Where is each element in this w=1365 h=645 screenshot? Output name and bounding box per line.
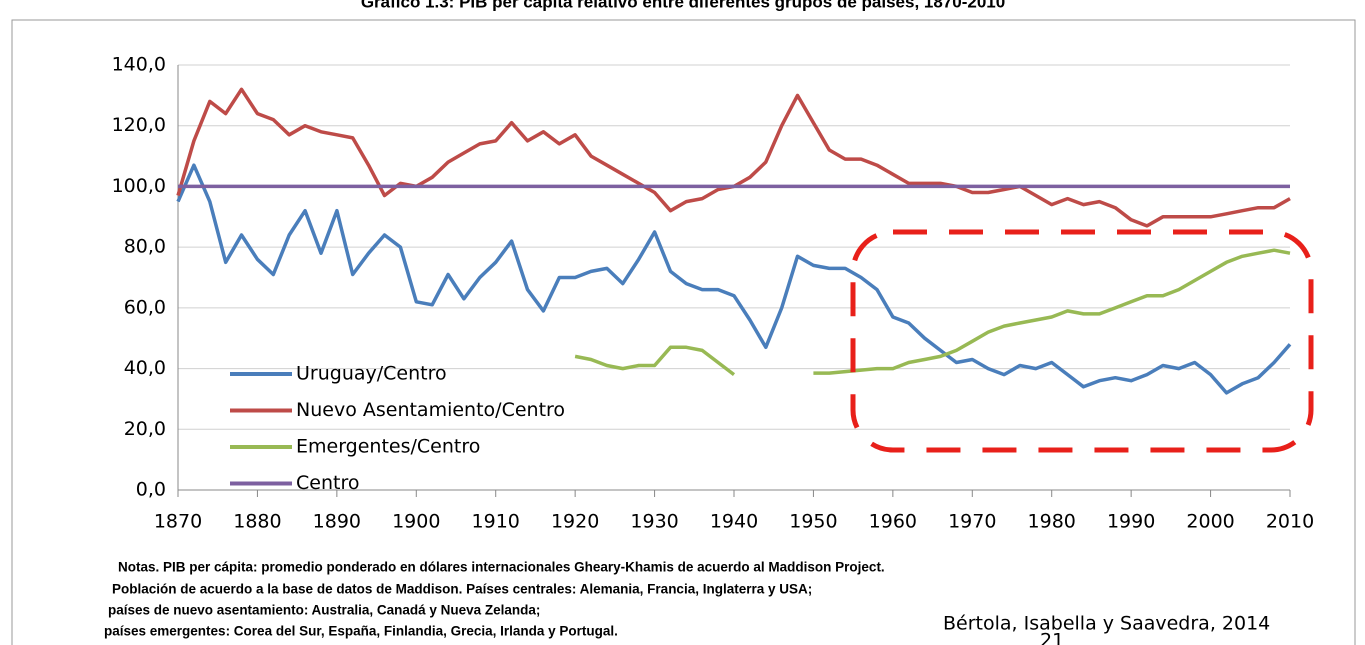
series-line bbox=[176, 163, 1292, 395]
x-tick-label: 1870 bbox=[154, 511, 202, 533]
x-tick-label: 1900 bbox=[392, 511, 440, 533]
x-tick-label: 1940 bbox=[710, 511, 758, 533]
y-tick-label: 0,0 bbox=[136, 479, 166, 501]
note-line: países de nuevo asentamiento: Australia,… bbox=[108, 603, 540, 618]
x-tick-label: 1960 bbox=[869, 511, 917, 533]
x-tick-label: 1970 bbox=[948, 511, 996, 533]
x-tick-label: 1950 bbox=[789, 511, 837, 533]
series-line bbox=[574, 248, 1291, 376]
x-tick-label: 1990 bbox=[1107, 511, 1155, 533]
x-tick-label: 1890 bbox=[313, 511, 361, 533]
note-line: Notas. PIB per cápita: promedio ponderad… bbox=[118, 560, 885, 575]
source: Bértola, Isabella y Saavedra, 2014 bbox=[943, 613, 1270, 635]
chart-title: Gráfico 1.3: PIB per cápita relativo ent… bbox=[361, 0, 1005, 11]
y-tick-label: 120,0 bbox=[112, 114, 166, 136]
y-tick-label: 100,0 bbox=[112, 175, 166, 197]
y-tick-label: 140,0 bbox=[112, 54, 166, 76]
note-line: países emergentes: Corea del Sur, España… bbox=[104, 624, 618, 639]
y-tick-label: 80,0 bbox=[124, 236, 166, 258]
note-line: Población de acuerdo a la base de datos … bbox=[112, 582, 812, 597]
y-tick-label: 20,0 bbox=[124, 418, 166, 440]
legend-label: Emergentes/Centro bbox=[296, 436, 480, 458]
x-tick-label: 1980 bbox=[1028, 511, 1076, 533]
series-line bbox=[176, 87, 1291, 228]
y-tick-label: 60,0 bbox=[124, 296, 166, 318]
x-tick-label: 1920 bbox=[551, 511, 599, 533]
x-tick-label: 1930 bbox=[630, 511, 678, 533]
x-tick-label: 2010 bbox=[1266, 511, 1314, 533]
x-tick-label: 1910 bbox=[472, 511, 520, 533]
x-tick-label: 2000 bbox=[1186, 511, 1234, 533]
legend-label: Uruguay/Centro bbox=[296, 363, 447, 385]
x-tick-label: 1880 bbox=[233, 511, 281, 533]
page-number: 21 bbox=[1040, 630, 1064, 645]
legend-label: Centro bbox=[296, 472, 359, 494]
frame bbox=[11, 19, 1356, 645]
plot: 0,0 20,0 40,0 60,0 80,0 100,0 120,0 140,0 1870 18… bbox=[112, 54, 1315, 533]
y-tick-label: 40,0 bbox=[124, 357, 166, 379]
legend-label: Nuevo Asentamiento/Centro bbox=[296, 399, 565, 421]
highlight-box bbox=[850, 229, 1314, 453]
